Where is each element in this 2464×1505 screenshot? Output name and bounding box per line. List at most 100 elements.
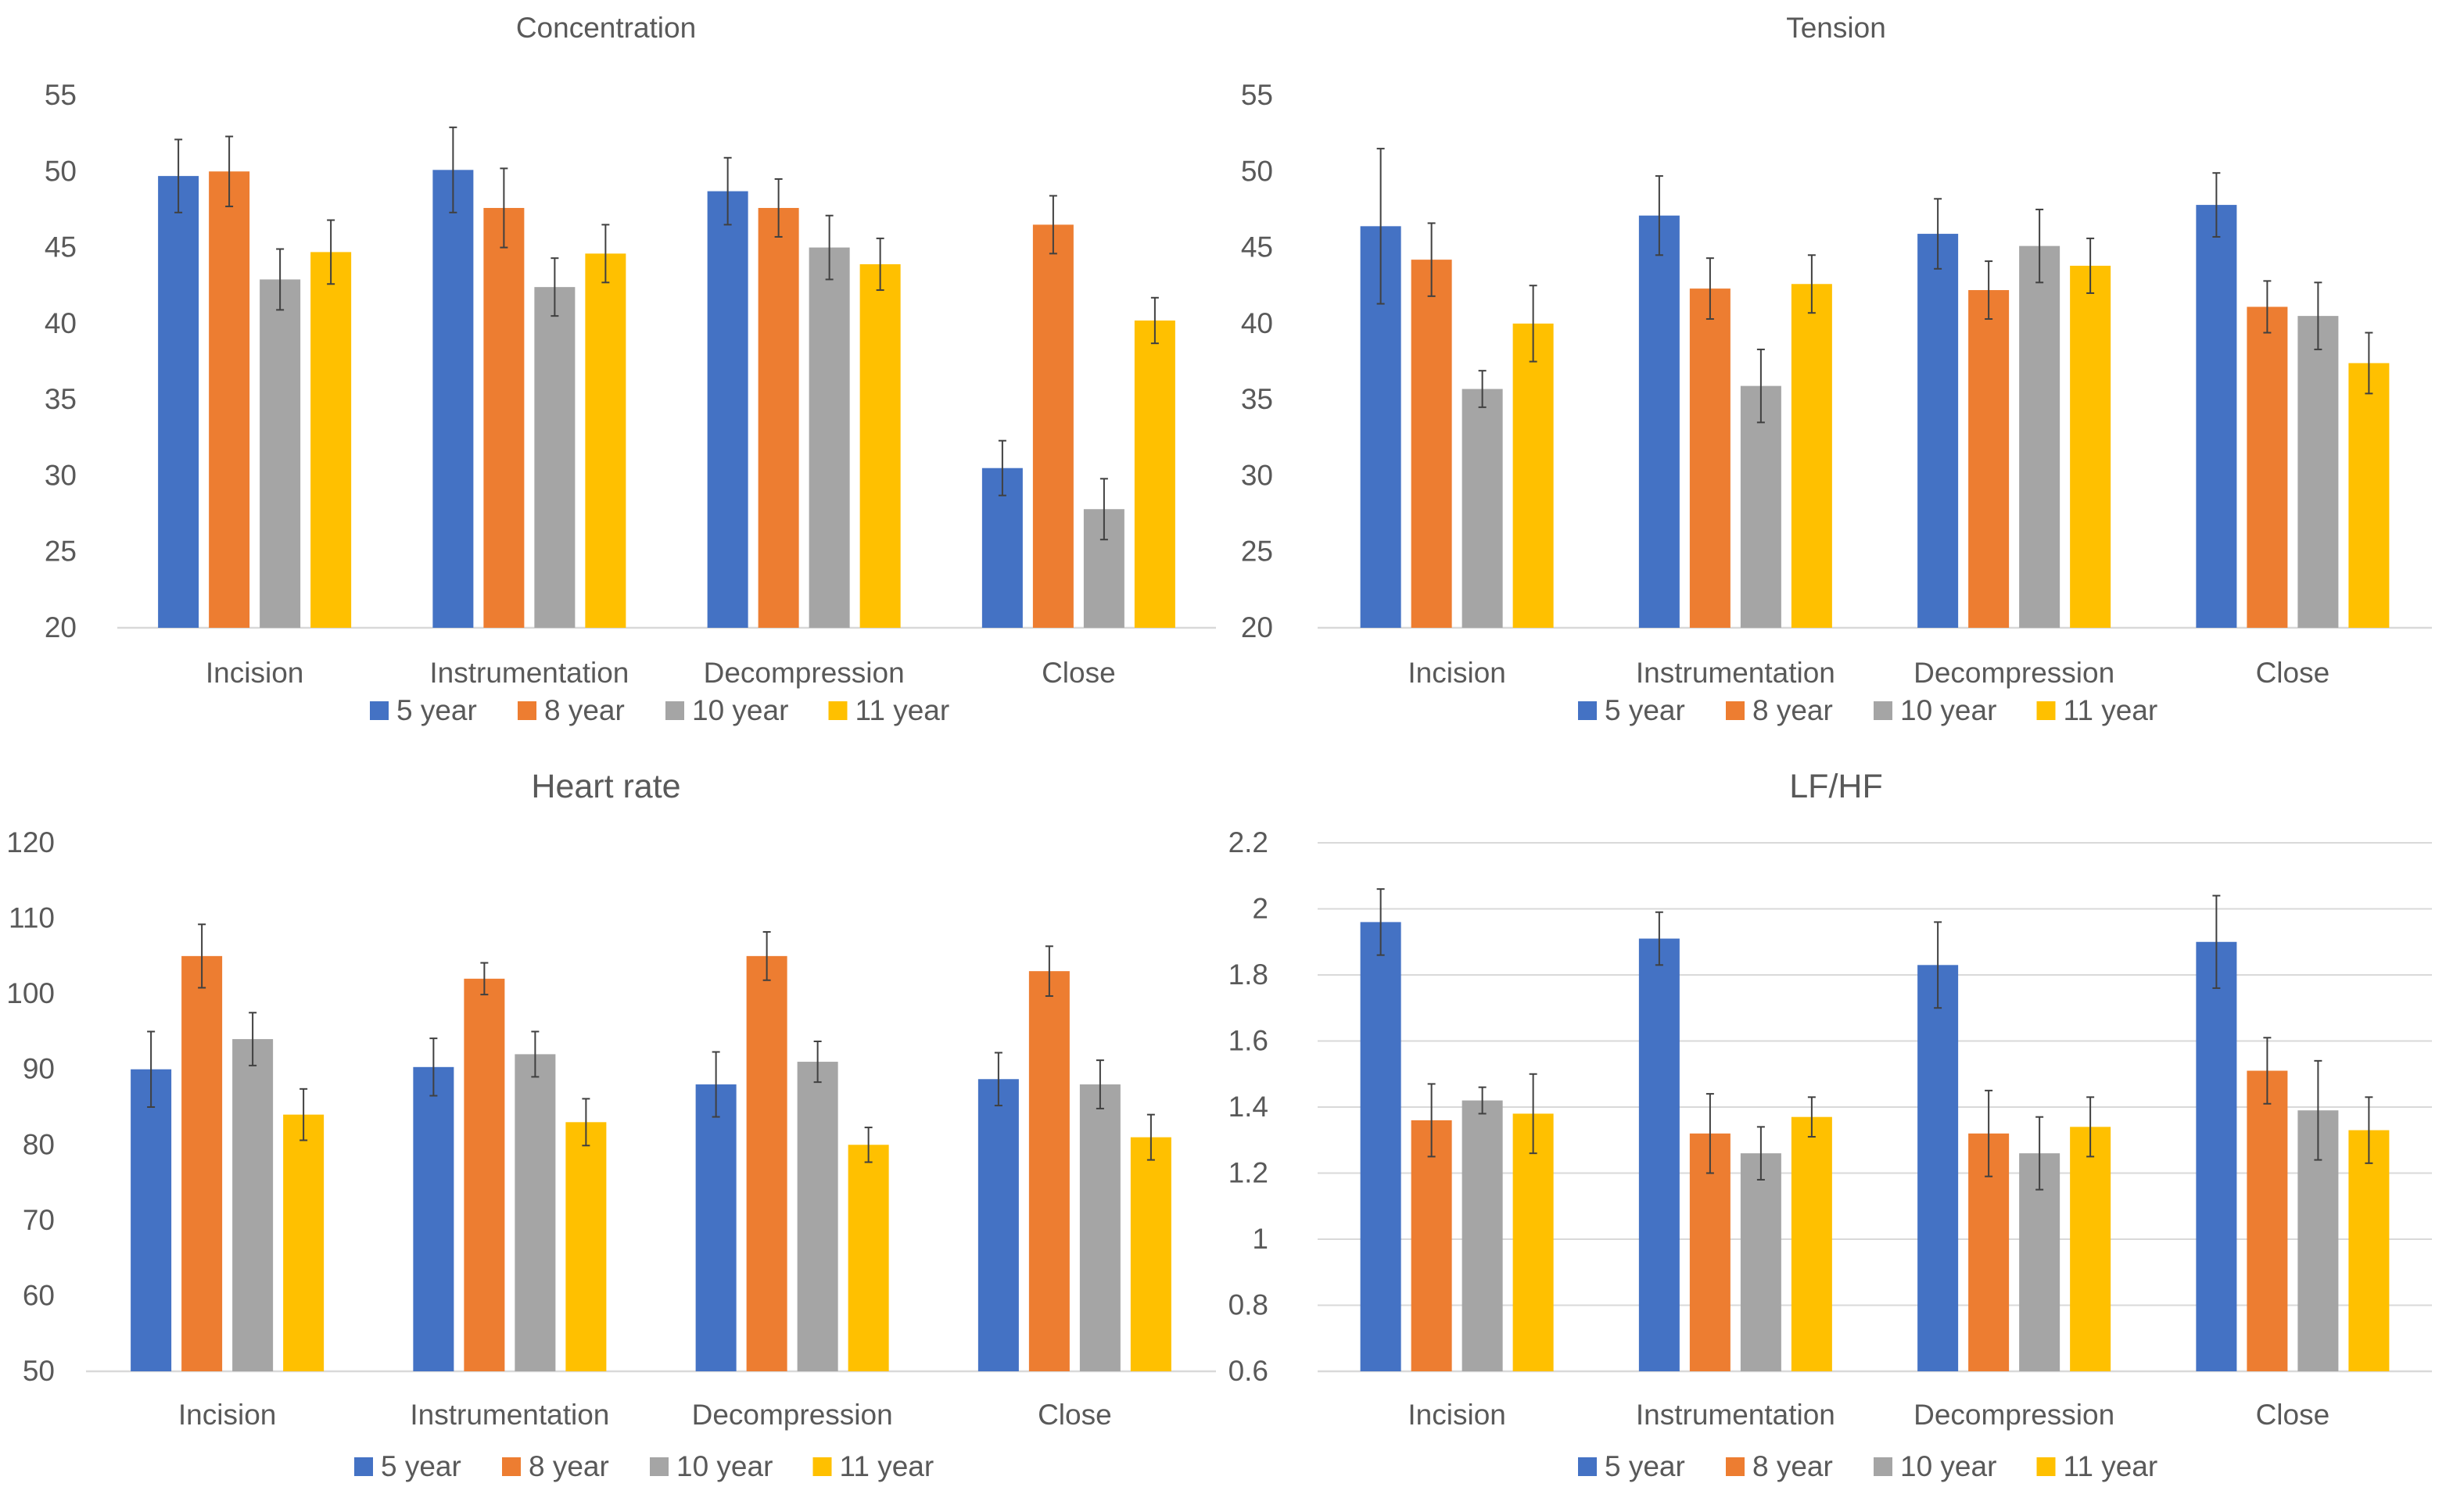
y-tick-label: 20	[45, 611, 77, 643]
y-tick-label: 50	[1241, 155, 1273, 187]
bar-concentration-instrumentation-11-year	[585, 253, 626, 628]
bar-heart-rate-decompression-5-year	[695, 1084, 737, 1371]
error-bar	[1096, 1059, 1104, 1109]
bar-heart-rate-incision-10-year	[232, 1039, 274, 1371]
y-tick-label: 45	[1241, 231, 1273, 263]
bar-concentration-instrumentation-8-year	[483, 207, 525, 628]
bar-concentration-instrumentation-10-year	[534, 287, 576, 628]
legend-swatch	[828, 701, 848, 720]
chart-title: Heart rate	[531, 768, 680, 805]
bar-tension-close-5-year	[2196, 205, 2237, 628]
error-bar	[1478, 370, 1487, 408]
error-bar	[774, 178, 783, 238]
y-tick-label: 35	[1241, 383, 1273, 415]
error-bar	[2035, 208, 2044, 284]
error-bar	[1049, 195, 1057, 255]
legend-label: 5 year	[381, 1450, 461, 1482]
error-bar	[1705, 1093, 1714, 1174]
x-category-label: Instrumentation	[1636, 1399, 1835, 1431]
error-bar	[1807, 254, 1816, 314]
bar-tension-instrumentation-5-year	[1638, 215, 1680, 628]
bar-heart-rate-incision-8-year	[181, 955, 223, 1371]
x-category-label: Instrumentation	[1636, 657, 1835, 689]
legend: 5 year 8 year 10 year 11 year	[354, 1450, 934, 1482]
x-category-label: Close	[2256, 657, 2330, 689]
error-bar	[1376, 148, 1385, 305]
y-tick-label: 50	[23, 1355, 55, 1387]
error-bar	[1655, 175, 1663, 256]
error-bar	[174, 138, 183, 213]
error-bar	[1478, 1086, 1487, 1115]
y-tick-label: 110	[9, 902, 55, 934]
bar-concentration-decompression-11-year	[859, 263, 901, 628]
x-category-label: Close	[1038, 1399, 1112, 1431]
y-tick-label: 2.2	[1228, 826, 1268, 858]
x-category-label: Incision	[1408, 1399, 1505, 1431]
y-tick-label: 0.6	[1228, 1355, 1268, 1387]
error-bar	[1655, 911, 1663, 966]
error-bar	[601, 224, 610, 284]
bar-tension-instrumentation-11-year	[1791, 284, 1832, 628]
bar-heart-rate-close-5-year	[977, 1079, 1019, 1371]
bar-concentration-instrumentation-5-year	[432, 170, 474, 629]
x-category-label: Decompression	[1913, 657, 2114, 689]
error-bar	[1045, 945, 1053, 998]
bar-heart-rate-close-8-year	[1028, 971, 1070, 1371]
error-bar	[1529, 285, 1537, 363]
legend: 5 year 8 year 10 year 11 year	[370, 694, 949, 726]
error-bar	[276, 248, 285, 311]
bar-heart-rate-incision-5-year	[131, 1069, 172, 1371]
y-tick-label: 40	[45, 307, 77, 339]
legend-swatch	[812, 1457, 832, 1476]
legend-swatch	[1874, 701, 1892, 720]
bar-tension-close-8-year	[2247, 306, 2288, 628]
y-tick-label: 1.2	[1228, 1157, 1268, 1189]
bar-concentration-incision-10-year	[260, 279, 301, 628]
error-bar	[582, 1098, 590, 1147]
legend: 5 year 8 year 10 year 11 year	[1578, 1450, 2157, 1482]
legend-swatch	[665, 701, 684, 720]
legend-label: 10 year	[1900, 1450, 1996, 1482]
y-tick-label: 90	[23, 1053, 55, 1085]
error-bar	[998, 439, 1006, 496]
bar-heart-rate-instrumentation-10-year	[515, 1054, 556, 1371]
error-bar	[1376, 888, 1385, 956]
x-category-label: Instrumentation	[410, 1399, 609, 1431]
legend-label: 5 year	[396, 694, 477, 726]
bar-heart-rate-decompression-8-year	[746, 955, 787, 1371]
error-bar	[2212, 172, 2221, 238]
legend-label: 8 year	[1752, 1450, 1833, 1482]
legend-label: 10 year	[676, 1450, 773, 1482]
error-bar	[1934, 198, 1942, 270]
bar-lf-hf-incision-5-year	[1360, 922, 1401, 1371]
error-bar	[147, 1030, 156, 1108]
legend: 5 year 8 year 10 year 11 year	[1578, 694, 2157, 726]
y-tick-label: 0.8	[1228, 1289, 1268, 1321]
bar-concentration-incision-11-year	[310, 252, 352, 628]
bar-lf-hf-incision-8-year	[1411, 1120, 1452, 1371]
bar-tension-incision-8-year	[1411, 260, 1452, 628]
error-bar	[723, 156, 732, 226]
y-tick-label: 1	[1252, 1223, 1268, 1255]
y-tick-label: 30	[1241, 459, 1273, 491]
bar-concentration-decompression-5-year	[707, 191, 748, 628]
legend-swatch	[1874, 1457, 1892, 1476]
error-bar	[2314, 281, 2322, 350]
bar-lf-hf-close-8-year	[2247, 1070, 2288, 1371]
bar-tension-instrumentation-8-year	[1689, 288, 1731, 628]
error-bar	[225, 135, 234, 208]
y-tick-label: 1.8	[1228, 959, 1268, 991]
bar-lf-hf-instrumentation-10-year	[1740, 1153, 1781, 1371]
error-bar	[1705, 257, 1714, 321]
error-bar	[2035, 1116, 2044, 1191]
bar-heart-rate-decompression-10-year	[797, 1062, 838, 1371]
bar-concentration-incision-8-year	[209, 171, 250, 629]
bar-tension-incision-11-year	[1512, 323, 1554, 628]
error-bar	[1099, 478, 1108, 541]
legend-swatch	[518, 701, 536, 720]
error-bar	[2212, 894, 2221, 989]
error-bar	[1807, 1096, 1816, 1138]
error-bar	[327, 219, 335, 285]
x-category-label: Decompression	[692, 1399, 893, 1431]
